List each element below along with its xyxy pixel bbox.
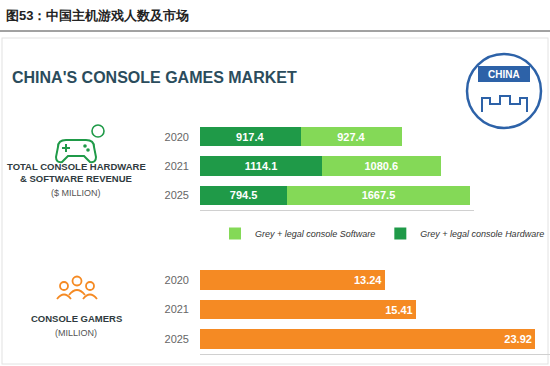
svg-text:Grey + legal console Hardware: Grey + legal console Hardware: [420, 229, 544, 239]
svg-text:927.4: 927.4: [337, 131, 365, 143]
svg-text:2020: 2020: [165, 131, 189, 143]
svg-text:15.41: 15.41: [385, 304, 413, 316]
svg-text:图53：中国主机游戏人数及市场: 图53：中国主机游戏人数及市场: [6, 8, 189, 23]
svg-text:917.4: 917.4: [236, 131, 264, 143]
svg-text:& SOFTWARE REVENUE: & SOFTWARE REVENUE: [20, 173, 132, 184]
svg-text:CONSOLE GAMERS: CONSOLE GAMERS: [31, 313, 122, 324]
svg-text:794.5: 794.5: [230, 189, 258, 201]
svg-text:($ MILLION): ($ MILLION): [51, 188, 101, 198]
svg-text:2025: 2025: [165, 333, 189, 345]
svg-text:CHINA'S CONSOLE GAMES MARKET: CHINA'S CONSOLE GAMES MARKET: [12, 69, 297, 86]
svg-text:13.24: 13.24: [354, 274, 382, 286]
svg-text:Grey + legal console Software: Grey + legal console Software: [255, 229, 375, 239]
svg-text:2025: 2025: [165, 189, 189, 201]
svg-text:TOTAL CONSOLE HARDWARE: TOTAL CONSOLE HARDWARE: [7, 161, 146, 172]
svg-text:1667.5: 1667.5: [362, 189, 396, 201]
svg-text:1114.1: 1114.1: [245, 160, 277, 172]
svg-text:2021: 2021: [165, 160, 189, 172]
svg-text:23.92: 23.92: [504, 333, 532, 345]
svg-text:CHINA: CHINA: [488, 69, 520, 80]
svg-text:2020: 2020: [165, 274, 189, 286]
svg-text:2021: 2021: [165, 303, 189, 315]
svg-text:1080.6: 1080.6: [364, 160, 398, 172]
svg-text:(MILLION): (MILLION): [55, 328, 97, 338]
